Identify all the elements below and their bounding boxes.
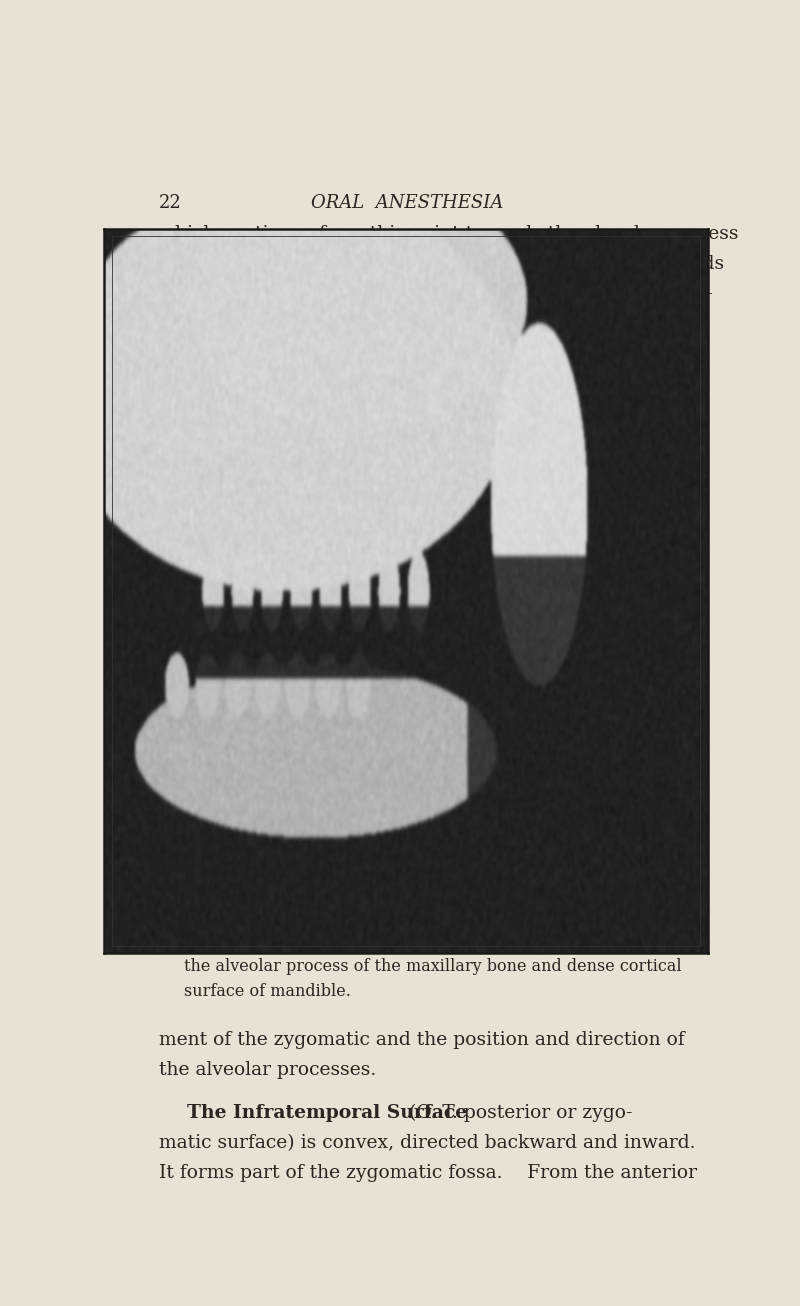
- Text: Figure 3: Figure 3: [371, 902, 443, 919]
- Text: 22: 22: [159, 193, 182, 212]
- Text: It forms part of the zygomatic fossa.  From the anterior: It forms part of the zygomatic fossa. Fr…: [159, 1165, 697, 1182]
- Text: The Infratemporal Surface: The Infratemporal Surface: [187, 1104, 467, 1122]
- Text: the alveolar process of the maxillary bone and dense cortical: the alveolar process of the maxillary bo…: [184, 959, 682, 976]
- Text: the alveolar processes.: the alveolar processes.: [159, 1060, 376, 1079]
- Text: which continues from this point towards the alveolar process: which continues from this point towards …: [159, 225, 738, 243]
- Text: on the prominence of the infraorbital margin, the develop-: on the prominence of the infraorbital ma…: [159, 286, 713, 303]
- Text: surface of mandible.: surface of mandible.: [184, 983, 350, 1000]
- Text: ment of the zygomatic and the position and direction of: ment of the zygomatic and the position a…: [159, 1030, 685, 1049]
- Text: matic surface) is convex, directed backward and inward.: matic surface) is convex, directed backw…: [159, 1134, 695, 1152]
- Text: Side view of upper and lower jaw, showing small foramina in: Side view of upper and lower jaw, showin…: [184, 932, 679, 949]
- Text: ORAL  ANESTHESIA: ORAL ANESTHESIA: [310, 193, 503, 212]
- Text: (O. T. posterior or zygo-: (O. T. posterior or zygo-: [402, 1104, 632, 1122]
- Text: varies greatly as to size and shape.  Its formation depends: varies greatly as to size and shape. Its…: [159, 255, 724, 273]
